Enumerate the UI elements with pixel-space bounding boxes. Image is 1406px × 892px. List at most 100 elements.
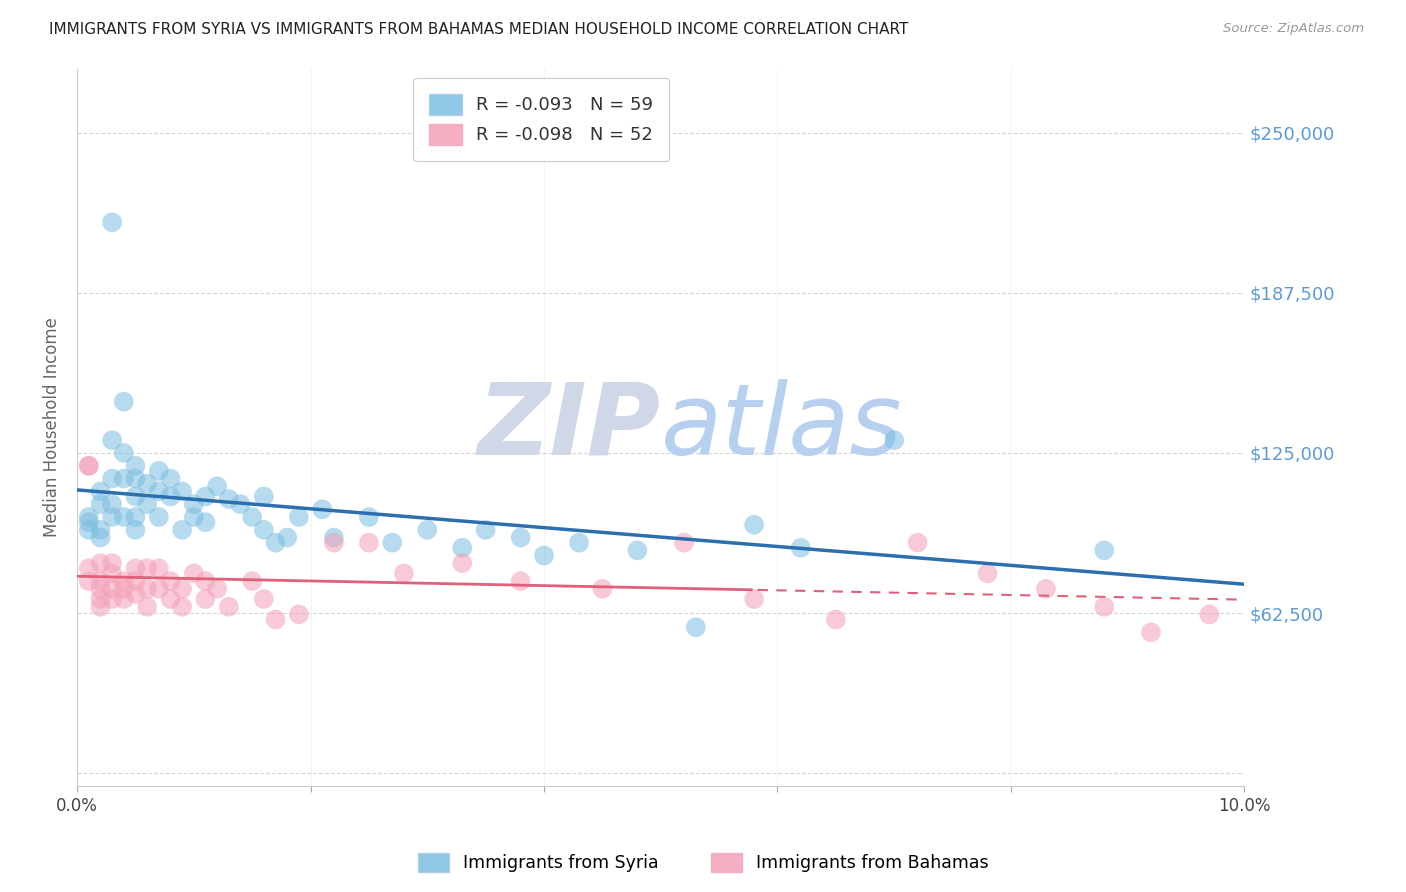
Point [148,582,170,596]
Point [112,592,135,607]
Point [101,592,124,607]
Point [357,510,380,524]
Point [89,531,111,545]
Point [112,394,135,409]
Point [159,490,181,504]
Point [172,523,194,537]
Point [264,535,287,549]
Point [591,582,613,596]
Point [112,446,135,460]
Point [194,574,217,588]
Point [136,561,159,575]
Point [416,523,439,537]
Point [907,535,929,549]
Point [159,574,181,588]
Point [112,582,135,596]
Point [112,472,135,486]
Point [148,464,170,478]
Point [1198,607,1220,622]
Point [381,535,404,549]
Point [77,561,100,575]
Point [322,535,344,549]
Point [183,510,205,524]
Point [183,497,205,511]
Point [742,592,765,607]
Point [357,535,380,549]
Point [124,523,146,537]
Point [288,510,311,524]
Point [77,574,100,588]
Point [124,574,146,588]
Point [509,574,531,588]
Point [124,472,146,486]
Text: atlas: atlas [661,379,903,475]
Point [218,599,240,614]
Point [253,523,276,537]
Point [229,497,252,511]
Point [172,484,194,499]
Point [89,497,111,511]
Point [101,433,124,447]
Point [194,490,217,504]
Point [240,510,263,524]
Legend: R = -0.093   N = 59, R = -0.098   N = 52: R = -0.093 N = 59, R = -0.098 N = 52 [413,78,669,161]
Point [77,510,100,524]
Point [101,566,124,581]
Point [136,599,159,614]
Point [742,517,765,532]
Point [1140,625,1163,640]
Text: IMMIGRANTS FROM SYRIA VS IMMIGRANTS FROM BAHAMAS MEDIAN HOUSEHOLD INCOME CORRELA: IMMIGRANTS FROM SYRIA VS IMMIGRANTS FROM… [49,22,908,37]
Point [89,592,111,607]
Point [89,574,111,588]
Point [264,613,287,627]
Point [148,484,170,499]
Point [451,556,474,570]
Point [136,582,159,596]
Point [77,458,100,473]
Point [148,510,170,524]
Point [124,490,146,504]
Point [218,492,240,507]
Point [1035,582,1057,596]
Point [136,476,159,491]
Point [451,541,474,555]
Point [322,531,344,545]
Point [568,535,591,549]
Point [824,613,846,627]
Point [673,535,696,549]
Point [89,484,111,499]
Point [101,497,124,511]
Point [976,566,998,581]
Point [509,531,531,545]
Point [77,458,100,473]
Point [89,599,111,614]
Point [112,574,135,588]
Point [288,607,311,622]
Text: ZIP: ZIP [478,379,661,475]
Point [124,458,146,473]
Point [172,599,194,614]
Point [1092,543,1115,558]
Point [159,472,181,486]
Point [77,523,100,537]
Point [172,582,194,596]
Point [685,620,707,634]
Point [89,582,111,596]
Point [205,479,228,493]
Point [101,472,124,486]
Point [159,592,181,607]
Text: Source: ZipAtlas.com: Source: ZipAtlas.com [1223,22,1364,36]
Point [194,592,217,607]
Point [124,561,146,575]
Point [253,592,276,607]
Point [276,531,298,545]
Point [194,515,217,529]
Point [183,566,205,581]
Point [474,523,496,537]
Point [112,510,135,524]
Point [790,541,813,555]
Point [77,515,100,529]
Point [311,502,333,516]
Point [883,433,905,447]
Point [124,510,146,524]
